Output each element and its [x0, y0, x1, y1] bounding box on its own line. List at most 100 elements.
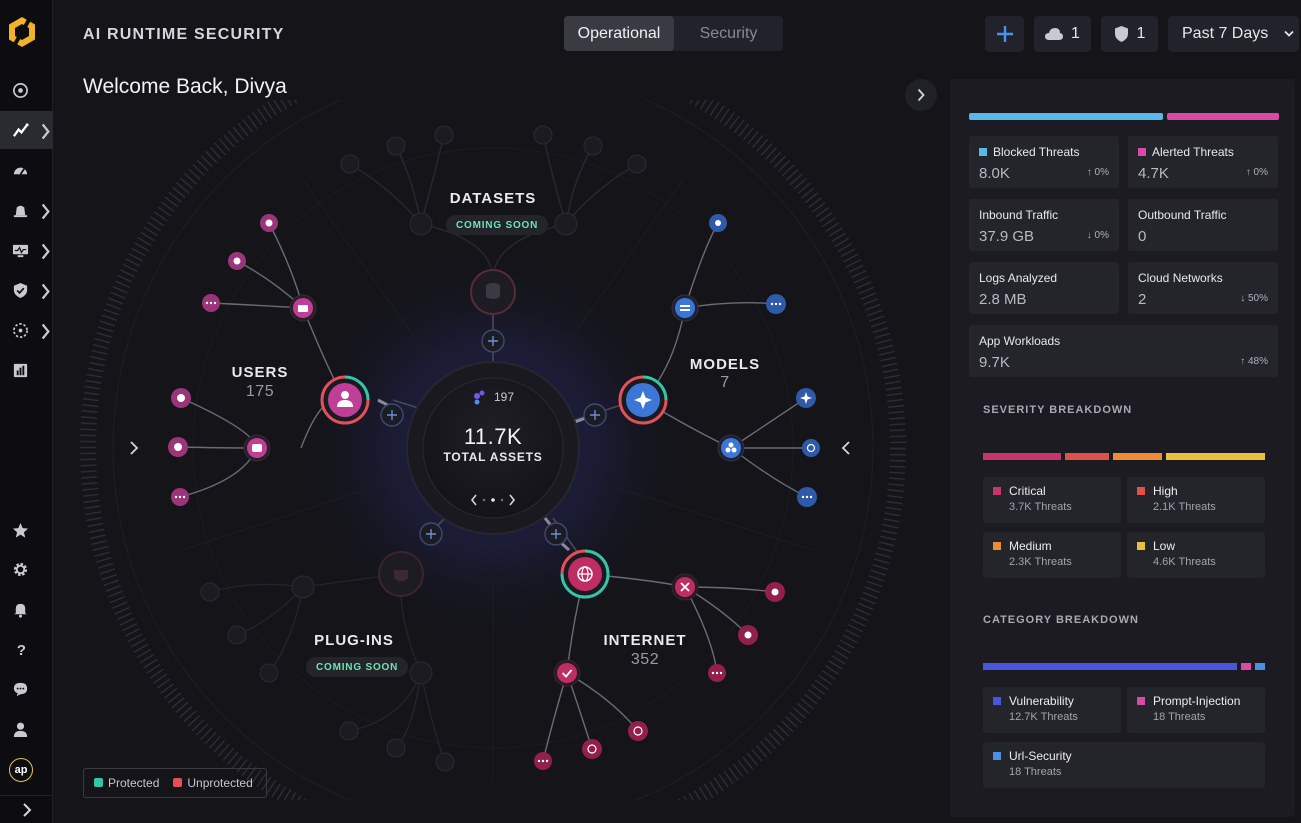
stat-logs-analyzed[interactable]: Logs Analyzed 2.8 MB — [969, 262, 1119, 314]
category-bar-url-security — [1255, 663, 1265, 670]
asset-topology-graph: 197 11.7K TOTAL ASSETS DATASETS COMING S… — [53, 100, 933, 800]
nav-chat[interactable] — [0, 670, 53, 708]
chevron-left-icon[interactable] — [840, 440, 852, 456]
chevron-right-icon — [41, 203, 50, 220]
cloud-accounts-button[interactable]: 1 — [1034, 16, 1091, 52]
database-icon — [486, 283, 500, 299]
category-title: CATEGORY BREAKDOWN — [983, 614, 1139, 626]
legend-swatch-protected — [94, 778, 103, 787]
users-label: USERS — [231, 364, 289, 381]
severity-bar-high — [1065, 453, 1109, 460]
blocked-swatch — [979, 148, 987, 156]
category-card-url-security[interactable]: Url-Security 18 Threats — [983, 742, 1265, 788]
network-icon — [13, 322, 28, 338]
severity-title: SEVERITY BREAKDOWN — [983, 404, 1133, 416]
help-icon: ? — [17, 642, 26, 658]
stat-blocked-threats[interactable]: Blocked Threats 8.0K ↑ 0% — [969, 136, 1119, 188]
tab-security[interactable]: Security — [699, 24, 758, 42]
internet-unprotected-arc — [560, 549, 586, 575]
nav-reports[interactable] — [0, 351, 53, 389]
nav-notifications[interactable] — [0, 590, 53, 628]
users-unprotected-arc — [320, 375, 370, 425]
models-unprotected-arc — [618, 375, 668, 425]
users-count: 175 — [245, 383, 275, 400]
nav-security-policies[interactable] — [0, 271, 53, 309]
nav-analytics[interactable] — [0, 111, 53, 149]
users-leaf-glyphs — [174, 219, 308, 499]
plugin-icon — [394, 570, 408, 582]
models-label: MODELS — [689, 356, 761, 373]
severity-card-low[interactable]: Low 4.6K Threats — [1127, 532, 1265, 578]
nav-dashboard[interactable] — [0, 151, 53, 189]
severity-card-high[interactable]: High 2.1K Threats — [1127, 477, 1265, 523]
datasets-label: DATASETS — [449, 190, 537, 207]
user-icon — [13, 722, 28, 737]
expand-nav-button[interactable] — [0, 795, 53, 823]
chevron-down-icon — [1284, 30, 1294, 37]
users-leaf-nodes[interactable] — [168, 214, 317, 506]
star-icon — [12, 522, 29, 538]
total-assets-label: TOTAL ASSETS — [443, 450, 543, 464]
severity-card-critical[interactable]: Critical 3.7K Threats — [983, 477, 1121, 523]
plugins-label: PLUG-INS — [314, 632, 394, 649]
nav-favorites[interactable] — [0, 511, 53, 549]
time-range-select[interactable]: Past 7 Days — [1168, 16, 1299, 52]
legend-swatch-unprotected — [173, 778, 183, 787]
outer-ring — [112, 100, 874, 800]
monitor-icon — [12, 244, 29, 257]
plugins-leaves — [200, 575, 455, 772]
stat-inbound-traffic[interactable]: Inbound Traffic 37.9 GB ↓ 0% — [969, 199, 1119, 251]
category-bar-vulnerability — [983, 663, 1237, 670]
nav-radar[interactable] — [0, 71, 53, 109]
alerted-share-bar — [1167, 113, 1279, 120]
category-card-prompt-injection[interactable]: Prompt-Injection 18 Threats — [1127, 687, 1265, 733]
severity-bar-low — [1166, 453, 1265, 460]
internet-protected-arc — [560, 549, 610, 599]
center-asset-count: 197 — [493, 390, 515, 404]
tenant-avatar[interactable]: ap — [9, 758, 33, 782]
nav-help[interactable]: ? — [0, 630, 53, 668]
models-protected-arc — [642, 375, 668, 401]
stat-cloud-networks[interactable]: Cloud Networks 2 ↓ 50% — [1128, 262, 1278, 314]
nav-network[interactable] — [0, 311, 53, 349]
dashboard-icon — [13, 167, 28, 175]
add-button[interactable] — [985, 16, 1024, 52]
models-leaf-glyphs — [680, 220, 816, 499]
nav-profile[interactable] — [0, 710, 53, 748]
chevron-right-icon — [41, 123, 50, 140]
carousel-pager[interactable] — [470, 494, 516, 506]
stat-outbound-traffic[interactable]: Outbound Traffic 0 — [1128, 199, 1278, 251]
stat-app-workloads[interactable]: App Workloads 9.7K ↑ 48% — [969, 325, 1278, 377]
chevron-right-icon — [22, 802, 31, 817]
blocked-share-bar — [969, 113, 1163, 120]
tab-operational[interactable]: Operational — [564, 16, 674, 51]
toggle-panel-button[interactable] — [905, 79, 937, 111]
category-bar-prompt-injection — [1241, 663, 1251, 670]
category-card-vulnerability[interactable]: Vulnerability 12.7K Threats — [983, 687, 1121, 733]
summary-panel: Blocked Threats 8.0K ↑ 0% Alerted Threat… — [950, 79, 1295, 817]
severity-bar-critical — [983, 453, 1061, 460]
nav-alerts[interactable] — [0, 191, 53, 229]
stat-alerted-threats[interactable]: Alerted Threats 4.7K ↑ 0% — [1128, 136, 1278, 188]
chevron-right-icon — [41, 323, 50, 340]
chevron-right-icon[interactable] — [128, 440, 140, 456]
chevron-right-icon — [41, 243, 50, 260]
legend-protected: Protected — [94, 776, 159, 790]
severity-card-medium[interactable]: Medium 2.3K Threats — [983, 532, 1121, 578]
nav-monitor[interactable] — [0, 231, 53, 269]
legend-unprotected: Unprotected — [173, 776, 253, 790]
medium-swatch — [993, 542, 1001, 550]
critical-swatch — [993, 487, 1001, 495]
brand-logo-icon[interactable] — [7, 16, 37, 48]
total-assets-value: 11.7K — [463, 424, 523, 449]
security-profiles-button[interactable]: 1 — [1101, 16, 1158, 52]
cloud-count: 1 — [1071, 25, 1080, 42]
alerts-icon — [13, 205, 28, 217]
plus-icon — [387, 336, 600, 539]
nav-settings[interactable] — [0, 550, 53, 588]
center-core — [422, 377, 564, 519]
chevron-right-icon — [41, 283, 50, 300]
url-security-swatch — [993, 752, 1001, 760]
datasets-leaves — [340, 125, 647, 236]
